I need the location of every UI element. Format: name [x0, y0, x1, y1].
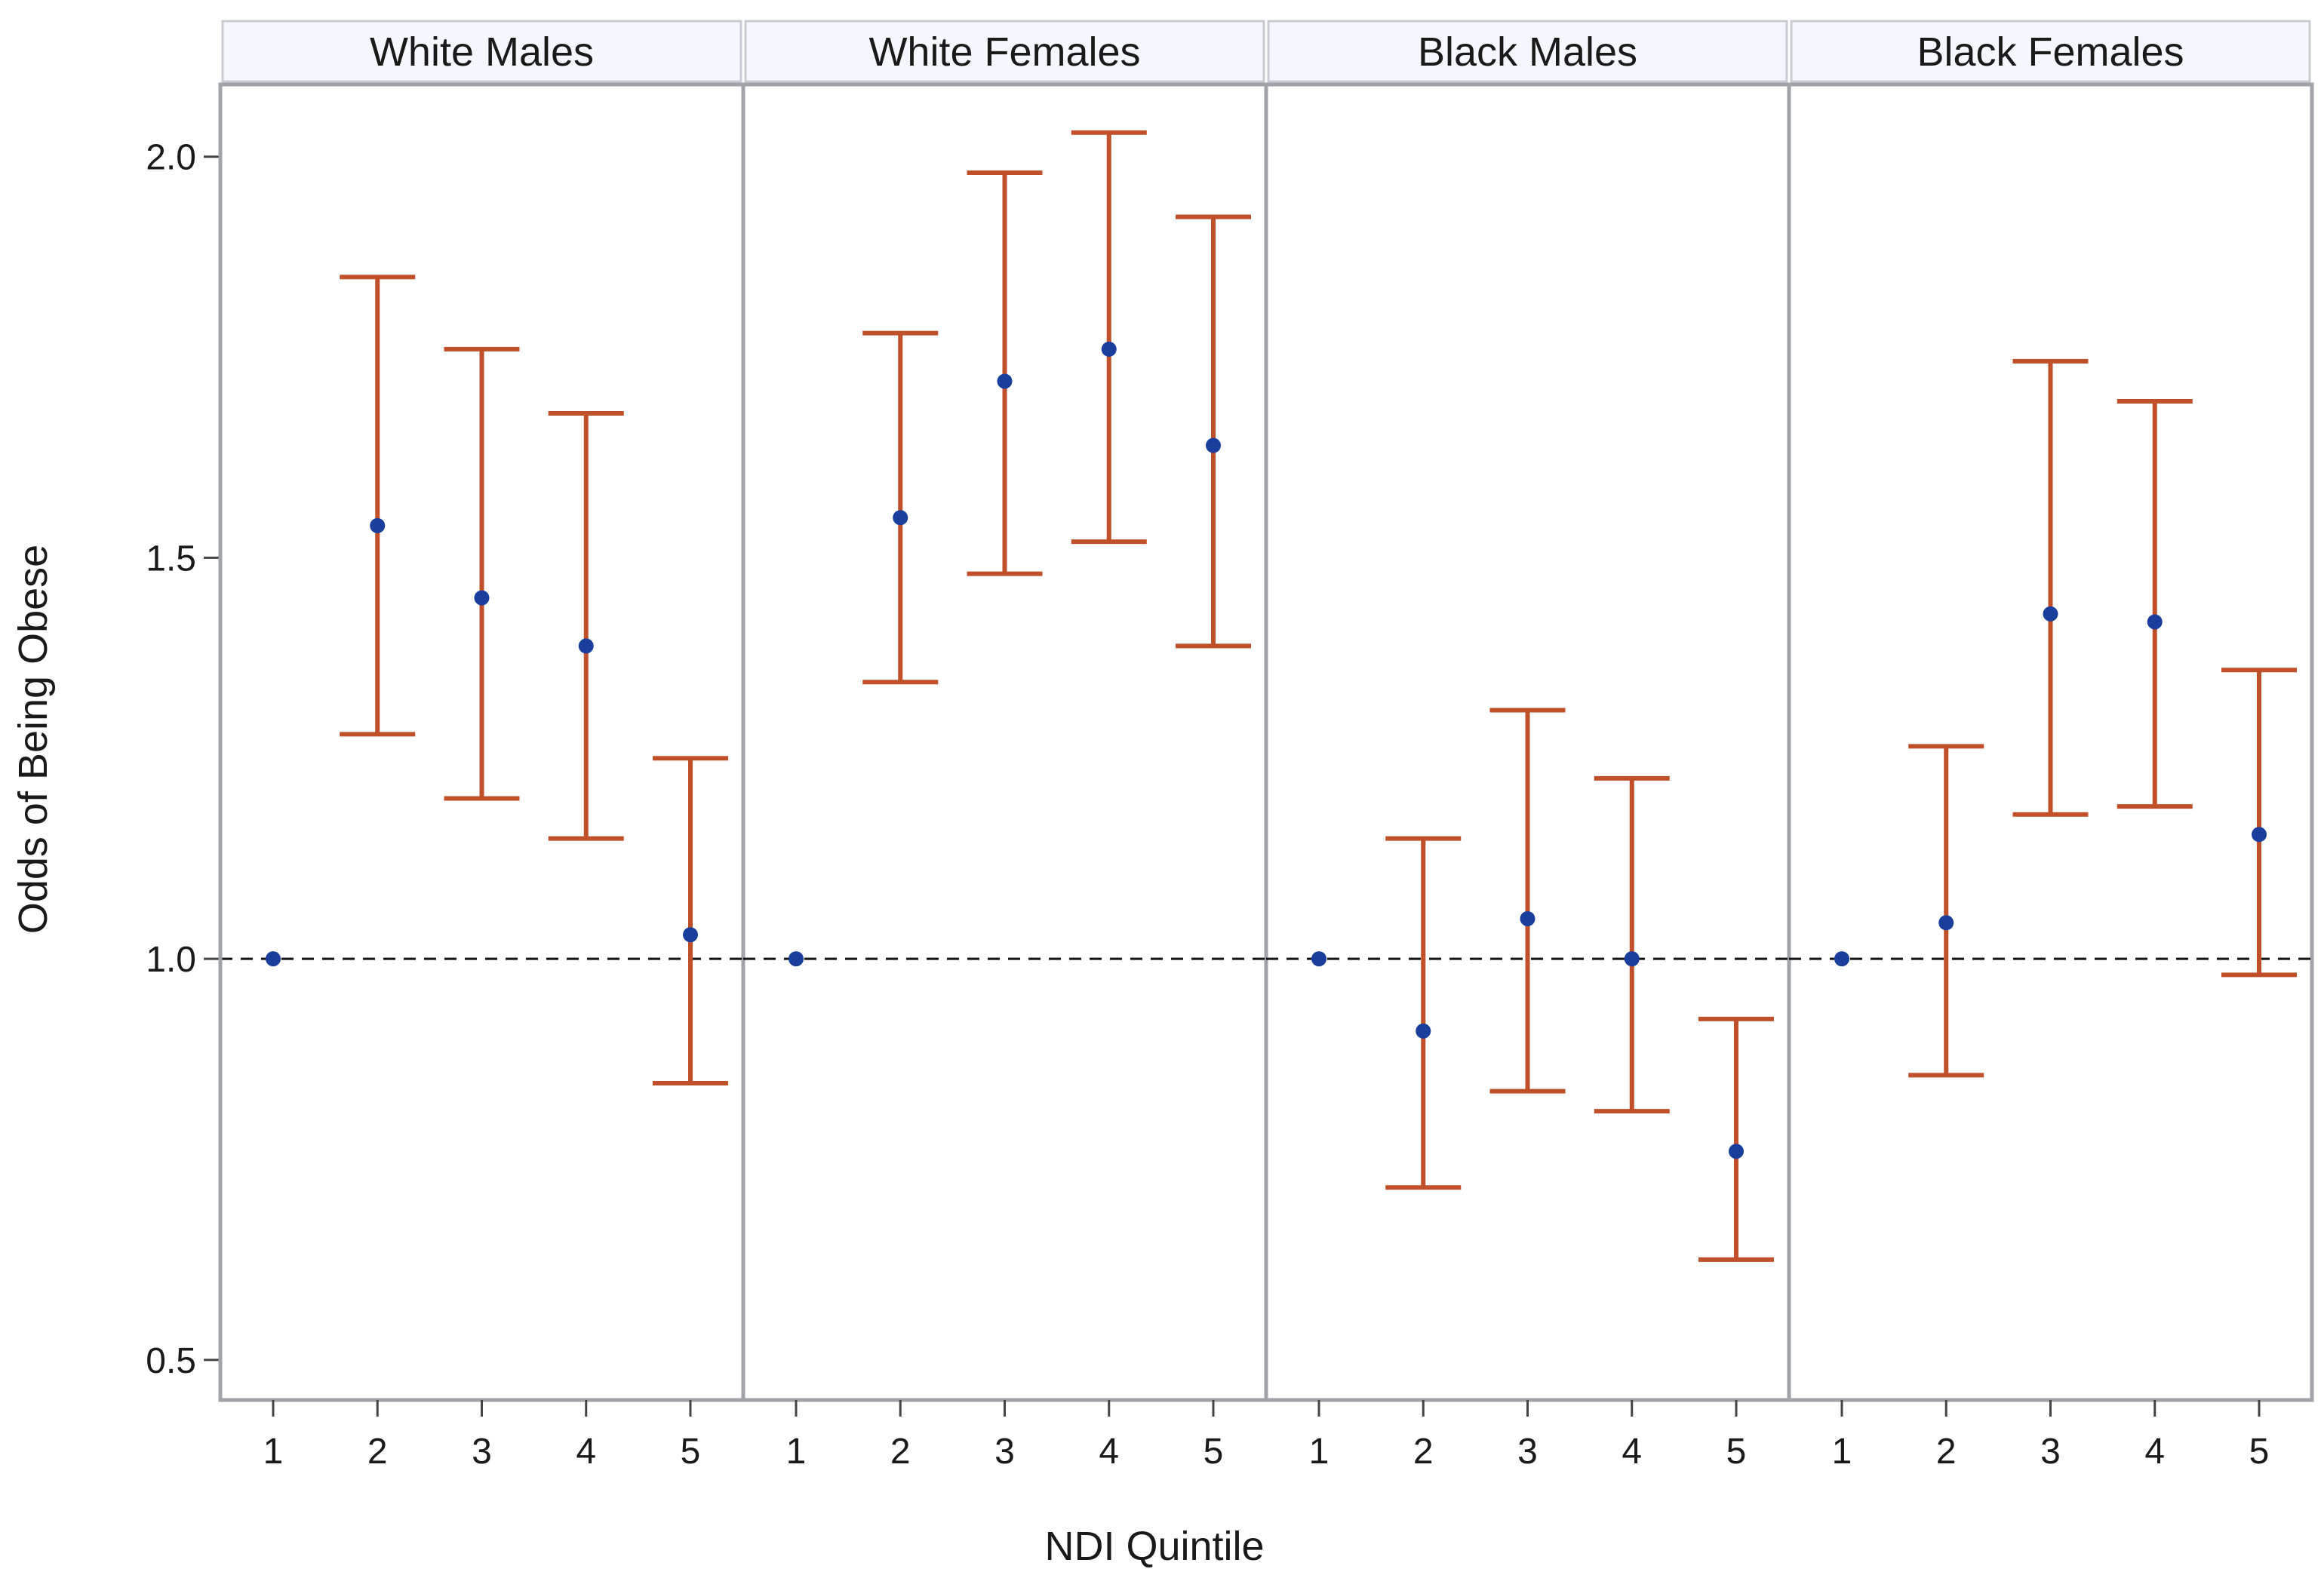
x-tick-label: 3 — [1517, 1432, 1538, 1472]
error-bar — [1908, 744, 1984, 1078]
y-tick-label: 1.0 — [146, 940, 196, 980]
point-estimate — [1416, 1023, 1431, 1039]
point-estimate — [2252, 827, 2267, 843]
point-estimate — [1938, 915, 1954, 931]
point-estimate — [2147, 614, 2163, 630]
point-estimate — [1206, 438, 1221, 453]
point-estimate — [893, 510, 908, 526]
error-bar — [862, 330, 939, 685]
x-tick-label: 5 — [2249, 1432, 2270, 1472]
panel-label: Black Females — [1917, 29, 2184, 75]
error-bar — [653, 756, 728, 1085]
x-tick-label: 5 — [1204, 1432, 1224, 1472]
x-tick-label: 2 — [1413, 1432, 1434, 1472]
x-tick-label: 5 — [681, 1432, 701, 1472]
point-estimate — [578, 638, 594, 654]
error-bar — [967, 170, 1043, 576]
error-bar — [1594, 775, 1670, 1114]
error-bar — [444, 346, 520, 801]
x-tick-label: 3 — [2040, 1432, 2061, 1472]
panel-label: White Males — [370, 29, 594, 75]
y-tick-label: 2.0 — [146, 138, 196, 178]
x-tick-label: 1 — [1832, 1432, 1852, 1472]
panel-strips: White Males White Females Black Males Black… — [221, 20, 2311, 83]
x-tick-label: 3 — [472, 1432, 492, 1472]
x-tick-label: 1 — [786, 1432, 807, 1472]
data-marks — [266, 130, 2297, 1262]
x-tick-label: 1 — [1309, 1432, 1330, 1472]
error-bar — [1489, 708, 1566, 1094]
point-estimate — [1729, 1144, 1744, 1159]
y-tick-label: 1.5 — [146, 539, 196, 579]
point-estimate — [370, 517, 386, 533]
panel-frames — [218, 82, 2314, 1402]
error-bar — [1176, 214, 1251, 649]
point-estimate — [266, 951, 281, 967]
error-bar — [2012, 358, 2089, 817]
error-bar — [2221, 668, 2297, 978]
error-bar — [2116, 399, 2193, 809]
x-axis: 1 2 3 4 5 1 2 3 4 5 1 2 3 4 5 1 2 3 4 5 — [263, 1400, 2270, 1472]
y-tick-label: 0.5 — [146, 1341, 196, 1381]
error-bar — [340, 275, 416, 737]
x-tick-label: 5 — [1726, 1432, 1747, 1472]
y-axis: 0.5 1.0 1.5 2.0 — [146, 84, 223, 1400]
error-bar — [1071, 130, 1147, 545]
panel-strip — [221, 20, 742, 83]
point-estimate — [788, 951, 804, 967]
point-estimate — [2043, 606, 2058, 622]
error-bar — [1698, 1016, 1774, 1262]
point-estimate — [1834, 951, 1849, 967]
panel-strip — [1267, 20, 1788, 83]
x-tick-label: 1 — [263, 1432, 284, 1472]
error-bar — [548, 411, 624, 841]
point-estimate — [474, 590, 490, 606]
panel-strip — [744, 20, 1265, 83]
x-axis-title: NDI Quintile — [1044, 1524, 1264, 1569]
panel-strip — [1790, 20, 2311, 83]
point-estimate — [1311, 951, 1326, 967]
x-tick-label: 3 — [994, 1432, 1015, 1472]
point-estimate — [997, 373, 1013, 389]
error-bar — [1385, 836, 1462, 1190]
x-tick-label: 2 — [367, 1432, 388, 1472]
x-tick-label: 4 — [1099, 1432, 1119, 1472]
point-estimate — [683, 927, 698, 943]
point-estimate — [1624, 951, 1640, 967]
point-estimate — [1520, 910, 1536, 926]
x-tick-label: 2 — [890, 1432, 911, 1472]
x-tick-label: 4 — [576, 1432, 596, 1472]
y-axis-title: Odds of Being Obese — [11, 545, 56, 934]
x-tick-label: 2 — [1936, 1432, 1957, 1472]
x-tick-label: 4 — [2144, 1432, 2165, 1472]
panel-label: White Females — [868, 29, 1140, 75]
x-tick-label: 4 — [1622, 1432, 1642, 1472]
panel-label: Black Males — [1418, 29, 1637, 75]
point-estimate — [1101, 341, 1117, 357]
